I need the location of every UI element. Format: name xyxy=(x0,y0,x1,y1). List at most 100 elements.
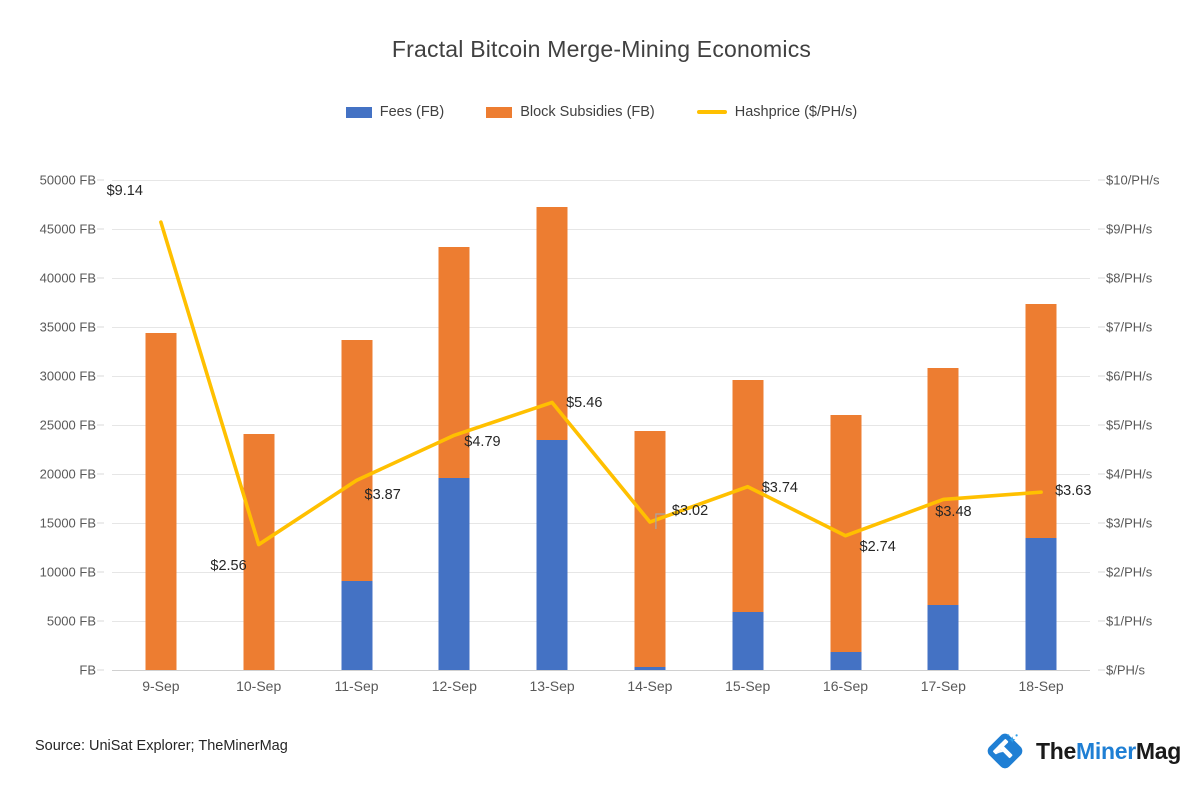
y-axis-left-tick-mark xyxy=(97,179,104,181)
x-axis-tick-label: 10-Sep xyxy=(236,678,282,694)
y-axis-left-tick-mark xyxy=(97,522,104,524)
bar-segment-fees[interactable] xyxy=(341,580,372,670)
bar-segment-fees[interactable] xyxy=(1025,538,1057,670)
y-axis-right-tick-mark xyxy=(1098,473,1105,475)
legend-item-hashprice[interactable]: Hashprice ($/PH/s) xyxy=(696,104,858,120)
bar-group[interactable] xyxy=(145,180,177,670)
bar-segment-fees[interactable] xyxy=(536,440,568,670)
y-axis-right-tick-mark xyxy=(1098,669,1105,671)
y-axis-right-tick-label: $6/PH/s xyxy=(1106,368,1153,384)
legend-item-fees[interactable]: Fees (FB) xyxy=(345,104,445,120)
y-axis-right-tick-label: $8/PH/s xyxy=(1106,270,1153,286)
y-axis-right-tick-mark xyxy=(1098,620,1105,622)
y-axis-right-tick-mark xyxy=(1098,375,1105,377)
bar-group[interactable] xyxy=(1025,180,1057,670)
bar-segment-block-subsidies[interactable] xyxy=(634,430,666,668)
chart-title: Fractal Bitcoin Merge-Mining Economics xyxy=(391,36,812,62)
x-axis-tick-label: 12-Sep xyxy=(431,678,477,694)
bar-segment-block-subsidies[interactable] xyxy=(732,379,764,613)
y-axis-right-tick-mark xyxy=(1098,326,1105,328)
legend-label-fees: Fees (FB) xyxy=(379,104,445,120)
bar-segment-fees[interactable] xyxy=(634,667,666,670)
bar-segment-block-subsidies[interactable] xyxy=(145,332,177,670)
y-axis-right-tick-mark xyxy=(1098,522,1105,524)
bar-segment-block-subsidies[interactable] xyxy=(536,206,568,441)
legend-swatch-fees-icon xyxy=(345,106,372,118)
y-axis-right-tick-mark xyxy=(1098,571,1105,573)
gridline xyxy=(112,670,1090,671)
x-axis: 9-Sep 10-Sep 11-Sep 12-Sep 13-Sep 14-Sep 15-Se… xyxy=(112,678,1090,704)
sparkle-icon xyxy=(1007,734,1018,743)
bar-group[interactable] xyxy=(732,180,764,670)
x-axis-tick-label: 18-Sep xyxy=(1018,678,1064,694)
legend-line-hashprice-icon xyxy=(696,110,727,114)
bar-group[interactable] xyxy=(341,180,372,670)
y-axis-left-tick-label: 50000 FB xyxy=(39,172,96,188)
bar-group[interactable] xyxy=(830,180,861,670)
bar-group[interactable] xyxy=(438,180,470,670)
y-axis-right-tick-label: $4/PH/s xyxy=(1106,466,1153,482)
y-axis-left-tick-label: 40000 FB xyxy=(39,270,96,286)
gridline xyxy=(112,572,1090,573)
y-axis-left-tick-mark xyxy=(97,375,104,377)
y-axis-left-tick-mark xyxy=(97,473,104,475)
brand-word-the: The xyxy=(1036,737,1077,764)
y-axis-left-tick-mark xyxy=(97,571,104,573)
x-axis-tick-label: 16-Sep xyxy=(822,678,869,694)
y-axis-right-tick-mark xyxy=(1098,228,1105,230)
bar-group[interactable] xyxy=(634,180,666,670)
y-axis-left-tick-mark xyxy=(97,424,104,426)
x-axis-tick-label: 9-Sep xyxy=(142,678,180,694)
x-axis-tick-label: 13-Sep xyxy=(529,678,575,694)
y-axis-left: FB 5000 FB 10000 FB 15000 FB 20000 FB 25000 F… xyxy=(0,173,104,678)
brand-wordmark: TheMinerMag xyxy=(1036,738,1181,765)
bar-segment-fees[interactable] xyxy=(438,477,470,670)
bar-segment-block-subsidies[interactable] xyxy=(438,246,470,478)
bar-segment-block-subsidies[interactable] xyxy=(927,368,959,605)
bar-group[interactable] xyxy=(927,180,959,670)
y-axis-right-tick-label: $2/PH/s xyxy=(1106,564,1153,580)
y-axis-right-tick-label: $5/PH/s xyxy=(1106,417,1153,433)
brand-word-mag: Mag xyxy=(1135,737,1181,764)
y-axis-left-tick-label: 20000 FB xyxy=(39,466,96,482)
y-axis-left-tick-label: 25000 FB xyxy=(39,417,96,433)
legend-label-hashprice: Hashprice ($/PH/s) xyxy=(734,104,858,120)
x-axis-tick-label: 14-Sep xyxy=(627,678,673,694)
y-axis-left-tick-mark xyxy=(97,620,104,622)
brand-logo-group[interactable]: TheMinerMag xyxy=(984,730,1181,772)
y-axis-right-tick-label: $7/PH/s xyxy=(1106,319,1153,335)
bar-segment-block-subsidies[interactable] xyxy=(1025,304,1057,539)
bar-segment-block-subsidies[interactable] xyxy=(830,415,861,652)
y-axis-left-tick-label: 10000 FB xyxy=(39,564,96,580)
y-axis-right-tick-mark xyxy=(1098,277,1105,279)
y-axis-left-tick-label: 5000 FB xyxy=(46,613,96,629)
legend-item-block-subsidies[interactable]: Block Subsidies (FB) xyxy=(486,104,655,120)
bar-segment-fees[interactable] xyxy=(830,651,861,670)
y-axis-left-tick-label: 15000 FB xyxy=(39,515,96,531)
x-axis-tick-label: 11-Sep xyxy=(334,678,379,694)
y-axis-right-tick-mark xyxy=(1098,179,1105,181)
y-axis-left-tick-label: FB xyxy=(79,662,96,678)
y-axis-right-tick-mark xyxy=(1098,424,1105,426)
legend-swatch-subsidies-icon xyxy=(486,106,513,118)
y-axis-left-tick-label: 35000 FB xyxy=(39,319,96,335)
x-axis-tick-label: 17-Sep xyxy=(920,678,966,694)
bar-group[interactable] xyxy=(536,180,568,670)
y-axis-left-tick-mark xyxy=(97,669,104,671)
bar-segment-block-subsidies[interactable] xyxy=(341,339,372,581)
y-axis-left-tick-label: 30000 FB xyxy=(39,368,96,384)
bar-segment-block-subsidies[interactable] xyxy=(243,433,275,670)
y-axis-left-tick-mark xyxy=(97,277,104,279)
y-axis-left-tick-label: 45000 FB xyxy=(39,221,96,237)
x-axis-tick-label: 15-Sep xyxy=(725,678,771,694)
bar-segment-fees[interactable] xyxy=(927,604,959,670)
y-axis-right: $/PH/s $1/PH/s $2/PH/s $3/PH/s $4/PH/s $5/PH/… xyxy=(1098,173,1203,678)
source-note: Source: UniSat Explorer; TheMinerMag xyxy=(35,738,288,754)
plot-area xyxy=(112,180,1090,671)
bar-group[interactable] xyxy=(243,180,275,670)
bar-segment-fees[interactable] xyxy=(732,612,764,670)
y-axis-right-tick-label: $9/PH/s xyxy=(1106,221,1153,237)
legend-label-block-subsidies: Block Subsidies (FB) xyxy=(520,104,655,120)
